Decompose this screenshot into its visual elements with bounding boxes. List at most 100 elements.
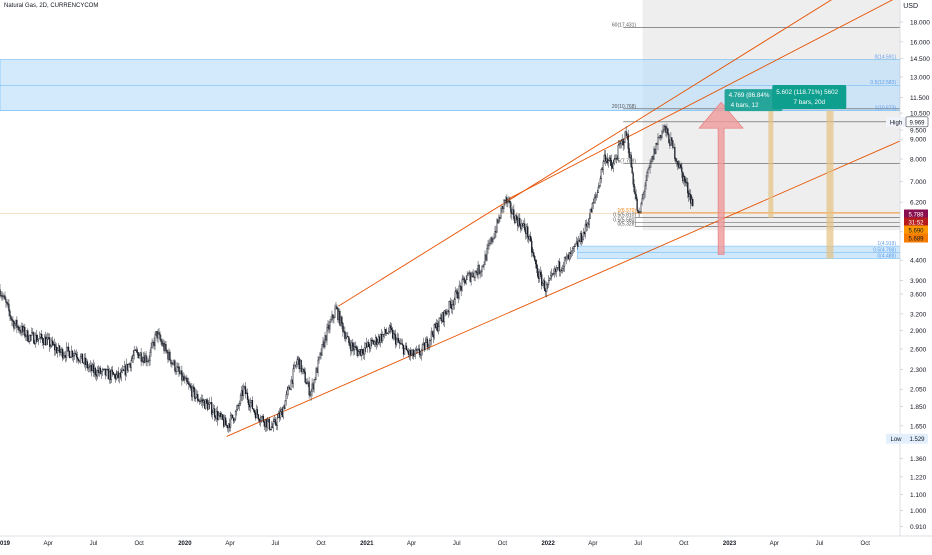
candle-body [361,349,362,355]
candle [160,331,161,341]
candle-body [654,149,655,159]
candle-body [68,347,69,351]
candle [371,337,372,346]
candle [80,353,81,364]
candle [39,332,40,339]
candle [69,350,70,358]
candle [310,391,311,397]
candle [79,360,80,363]
candle-body [84,358,85,363]
candle [95,367,96,380]
candle [247,388,248,402]
candle [633,171,634,187]
candle-body [567,255,568,257]
candle [350,340,351,356]
candle-body [279,414,280,418]
time-tick-label: Apr [44,541,53,547]
candle [225,415,226,425]
candle [556,265,557,277]
candle-body [13,321,14,328]
candle [213,404,214,413]
candle-body [19,330,20,331]
candle [561,267,562,274]
candle-body [447,312,448,314]
candle [433,330,434,343]
candle-body [559,262,560,272]
candle-body [49,338,50,347]
candle [425,337,426,350]
candle [443,312,444,326]
candle [529,234,530,241]
candle-body [151,347,152,352]
candle [185,376,186,378]
candle [296,361,297,369]
candle [555,267,556,275]
price-tick-label: 14.500 [910,56,930,63]
candle-body [214,409,215,417]
candle-body [257,409,258,414]
candle [161,335,162,345]
candle [446,309,447,316]
candle [255,410,256,420]
candle-body [210,402,211,403]
candle-body [96,375,97,377]
candle [17,326,18,330]
candle-body [304,369,305,371]
candle-body [633,173,634,184]
time-tick-label: Oct [134,541,144,547]
candle [187,378,188,384]
candle-body [62,349,63,358]
candle [322,344,323,356]
candle [368,339,369,347]
candle [176,362,177,374]
candle-body [438,327,439,331]
candle-body [578,241,579,247]
candle [232,415,233,419]
candle [430,340,431,347]
candle-body [176,367,177,372]
candle [316,366,317,380]
candle-body [327,327,328,340]
candle-body [450,301,451,304]
candle [611,155,612,171]
candle-body [196,394,197,397]
candle [567,255,568,261]
candle-body [5,296,6,300]
candle-body [180,371,181,374]
candle [201,394,202,406]
candle [572,247,573,256]
candle [40,333,41,343]
candle [293,364,294,389]
candle [566,253,567,265]
candle-body [420,355,421,356]
candle-body [208,404,209,409]
candle [383,334,384,337]
candle [593,199,594,209]
candle [183,372,184,381]
candle [605,150,606,166]
candle-body [506,198,507,204]
candle-body [409,350,410,354]
candle [352,339,353,352]
candle [132,355,133,364]
candle-body [289,387,290,389]
candle-body [613,163,614,168]
candle [341,315,342,329]
candle-body [360,349,361,355]
candle [15,320,16,326]
candle [190,383,191,391]
candle-body [256,409,257,417]
candle [546,282,547,297]
candle [396,337,397,347]
candle-body [443,313,444,322]
price-tick-label: 6.200 [910,200,927,207]
candle [569,252,570,262]
candle [104,369,105,370]
candle [564,257,565,272]
candle [221,412,222,420]
candle-body [190,386,191,388]
candle-body [127,364,128,370]
candle [24,324,25,339]
